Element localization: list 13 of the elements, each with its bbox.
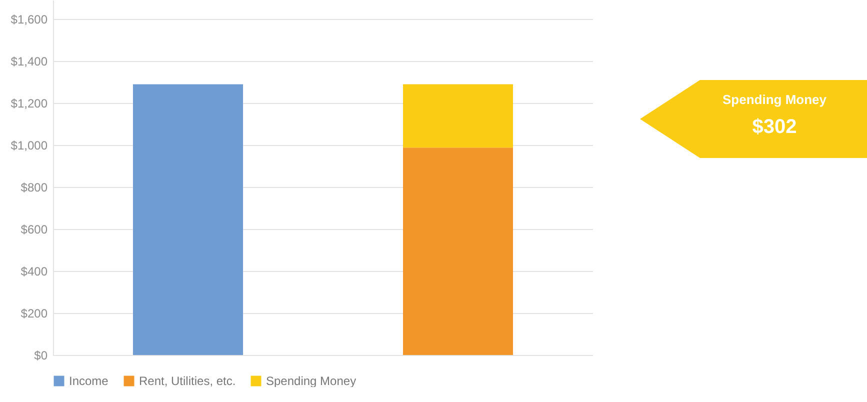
y-tick-label: $1,600 — [10, 12, 48, 26]
text: Spending Money — [722, 92, 828, 107]
text: $302 — [751, 116, 798, 139]
legend-label: Rent, Utilities, etc. — [139, 374, 236, 388]
y-tick-label: $1,200 — [10, 96, 48, 110]
y-tick-label: $1,000 — [10, 138, 48, 152]
legend-label: Income — [69, 374, 109, 388]
y-tick-label: $800 — [20, 180, 48, 194]
y-tick-label: $1,400 — [10, 54, 48, 68]
y-tick-label: $400 — [20, 264, 48, 278]
y-tick-label: $0 — [34, 348, 48, 362]
y-tick-label: $600 — [20, 222, 48, 236]
y-tick-label: $200 — [20, 306, 48, 320]
